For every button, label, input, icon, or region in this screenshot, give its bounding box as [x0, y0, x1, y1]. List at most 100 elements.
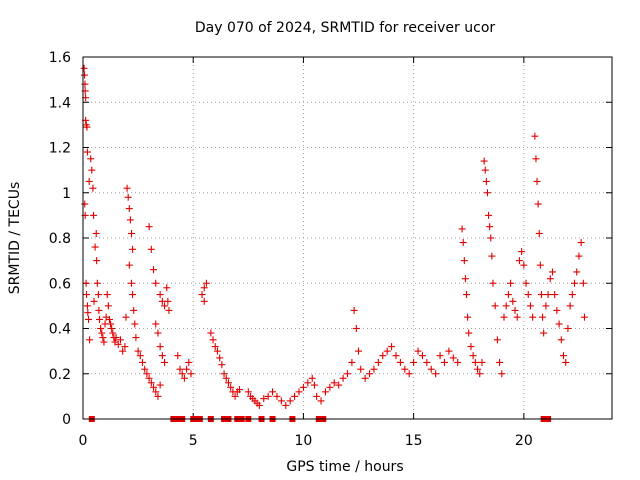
data-point: [459, 239, 467, 247]
data-point: [80, 64, 88, 72]
data-point: [379, 352, 387, 360]
data-point: [152, 388, 160, 396]
data-point: [89, 184, 97, 192]
data-point: [383, 347, 391, 355]
data-point: [213, 347, 221, 355]
data-point: [94, 291, 102, 299]
data-point: [211, 343, 219, 351]
data-point: [573, 268, 581, 276]
data-point: [156, 343, 164, 351]
data-point: [531, 132, 539, 140]
data-point: [207, 329, 215, 337]
y-tick-label: 0.4: [49, 322, 71, 338]
data-point: [109, 329, 117, 337]
data-point: [467, 343, 475, 351]
data-point: [124, 193, 132, 201]
data-point: [122, 313, 130, 321]
data-point: [216, 354, 224, 362]
data-point: [500, 313, 508, 321]
data-point: [392, 352, 400, 360]
data-point: [313, 392, 321, 400]
data-point: [176, 365, 184, 373]
data-point: [277, 397, 285, 405]
data-point: [84, 309, 92, 317]
data-point: [544, 291, 552, 299]
data-point: [482, 177, 490, 185]
data-point: [474, 365, 482, 373]
data-point: [156, 291, 164, 299]
data-point: [82, 279, 90, 287]
data-point: [152, 279, 160, 287]
data-point: [536, 261, 544, 269]
data-point: [86, 336, 94, 344]
data-point: [154, 392, 162, 400]
data-point: [83, 123, 91, 131]
data-point: [90, 211, 98, 219]
data-point: [469, 352, 477, 360]
data-point: [481, 166, 489, 174]
data-point: [185, 358, 193, 366]
y-tick-label: 0: [62, 412, 71, 428]
data-point: [154, 329, 162, 337]
data-point: [546, 275, 554, 283]
data-point: [147, 379, 155, 387]
data-point: [489, 279, 497, 287]
data-point: [299, 383, 307, 391]
data-point: [476, 370, 484, 378]
x-tick-label: 15: [405, 433, 423, 449]
data-point: [152, 320, 160, 328]
data-point: [533, 177, 541, 185]
data-point: [526, 302, 534, 310]
data-point: [357, 365, 365, 373]
data-point: [209, 336, 217, 344]
data-point: [326, 383, 334, 391]
data-point: [220, 370, 228, 378]
data-point: [150, 266, 158, 274]
data-point: [352, 325, 360, 332]
data-point: [96, 315, 104, 323]
data-point: [350, 306, 358, 314]
data-point: [99, 334, 107, 342]
data-point: [83, 148, 91, 156]
x-tick-label: 0: [79, 433, 88, 449]
data-point: [580, 313, 588, 321]
data-point: [107, 320, 115, 328]
data-point: [513, 313, 521, 321]
data-point: [564, 325, 572, 332]
data-point: [112, 334, 120, 342]
data-point: [464, 313, 472, 321]
data-point: [339, 374, 347, 382]
data-point: [183, 365, 191, 373]
data-point: [139, 358, 147, 366]
y-tick-labels: 0 0.2 0.4 0.6 0.8 1 1.2 1.4 1.6: [49, 50, 71, 428]
data-point: [524, 291, 532, 299]
data-point: [93, 257, 101, 265]
data-point: [423, 358, 431, 366]
data-point: [540, 329, 548, 337]
data-point: [555, 320, 563, 328]
data-point: [401, 365, 409, 373]
data-point: [577, 239, 585, 247]
data-point: [388, 343, 396, 351]
data-point: [264, 392, 272, 400]
data-point: [224, 379, 232, 387]
data-point: [520, 261, 528, 269]
data-point: [231, 392, 239, 400]
y-tick-label: 1.4: [49, 95, 71, 111]
data-point: [125, 261, 133, 269]
data-point: [454, 358, 462, 366]
data-point: [539, 313, 547, 321]
data-point: [198, 291, 206, 299]
data-point: [518, 248, 526, 256]
data-point: [218, 361, 226, 369]
data-point: [235, 386, 243, 394]
data-point: [330, 379, 338, 387]
data-point: [542, 302, 550, 310]
data-point: [83, 302, 91, 310]
data-point: [143, 370, 151, 378]
x-tick-label: 10: [295, 433, 313, 449]
data-point: [132, 334, 140, 342]
data-point: [286, 397, 294, 405]
data-point: [178, 370, 186, 378]
